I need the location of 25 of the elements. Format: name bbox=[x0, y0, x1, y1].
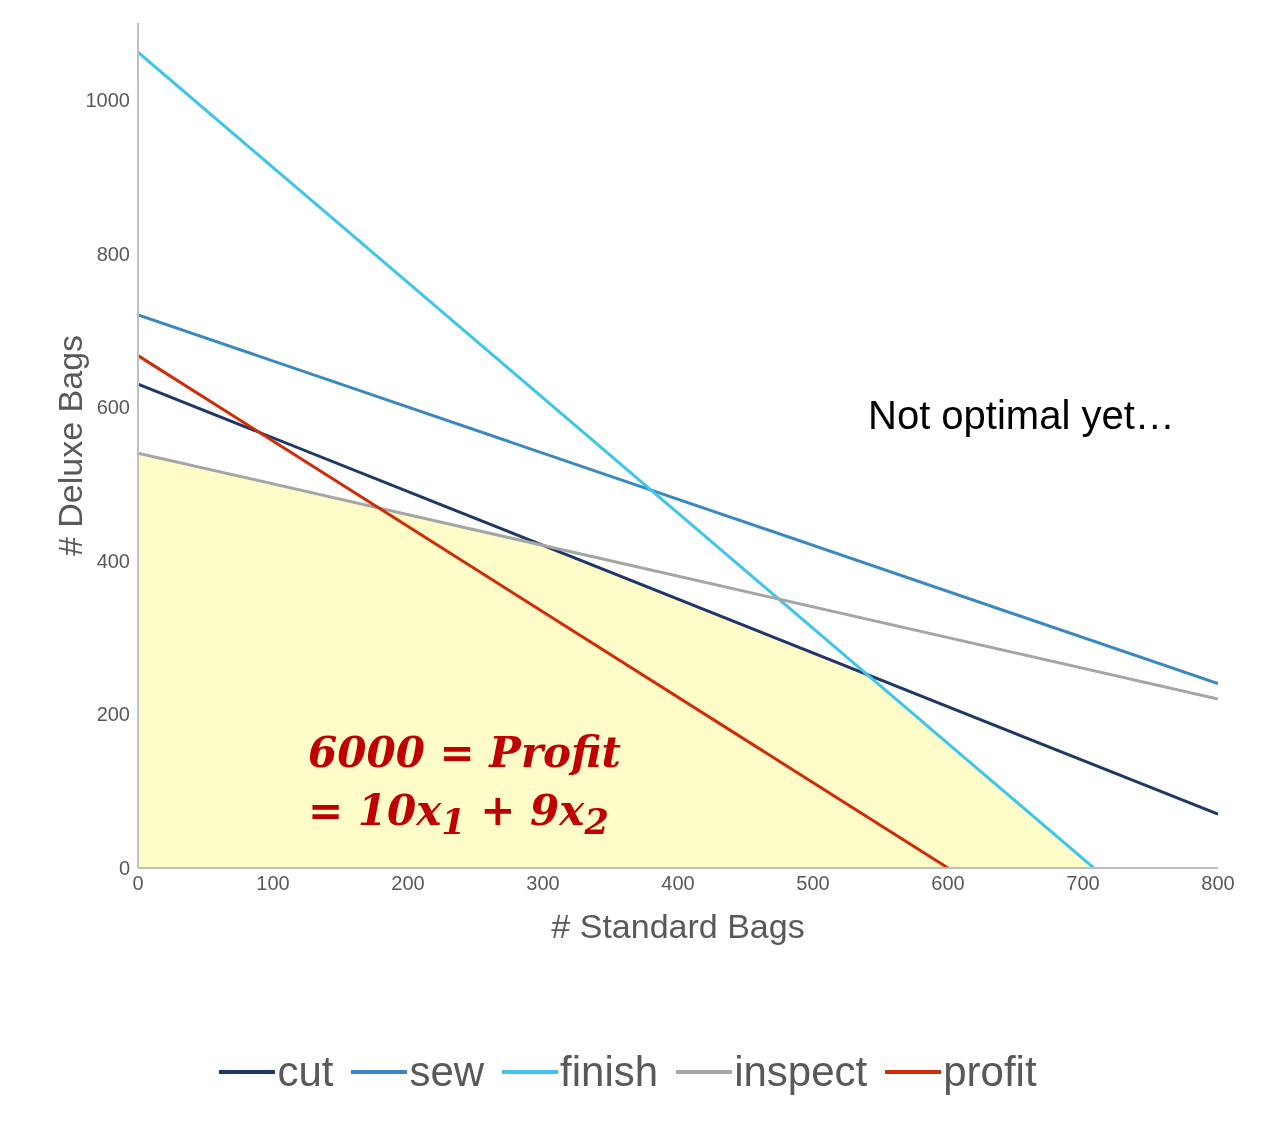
annotation: = 10x$_{1}$ + 9x$_{2}$ bbox=[308, 786, 609, 843]
x-tick-label: 300 bbox=[526, 872, 560, 895]
y-tick-label: 0 bbox=[118, 857, 130, 880]
x-tick-label: 500 bbox=[796, 872, 830, 895]
x-tick-label: 100 bbox=[256, 872, 290, 895]
legend-label: finish bbox=[560, 1048, 659, 1096]
x-tick-label: 600 bbox=[931, 872, 965, 895]
legend-label: inspect bbox=[734, 1048, 868, 1096]
annotation: 6000 = Profit bbox=[308, 728, 621, 777]
y-tick-label: 800 bbox=[96, 242, 130, 265]
legend-label: sew bbox=[409, 1048, 485, 1096]
y-tick-label: 1000 bbox=[85, 88, 130, 111]
legend-label: cut bbox=[277, 1048, 334, 1096]
annotation: Not optimal yet… bbox=[868, 393, 1175, 438]
x-tick-label: 0 bbox=[132, 872, 144, 895]
y-axis-title: # Deluxe Bags bbox=[51, 334, 90, 557]
x-tick-label: 200 bbox=[391, 872, 425, 895]
y-tick-label: 400 bbox=[96, 549, 130, 572]
legend-label: profit bbox=[943, 1048, 1037, 1096]
x-axis-title: # Standard Bags bbox=[551, 907, 805, 945]
x-tick-label: 700 bbox=[1066, 872, 1100, 895]
y-tick-label: 200 bbox=[96, 703, 130, 726]
x-tick-label: 400 bbox=[661, 872, 695, 895]
y-tick-label: 600 bbox=[96, 396, 130, 419]
x-tick-label: 800 bbox=[1201, 872, 1235, 895]
